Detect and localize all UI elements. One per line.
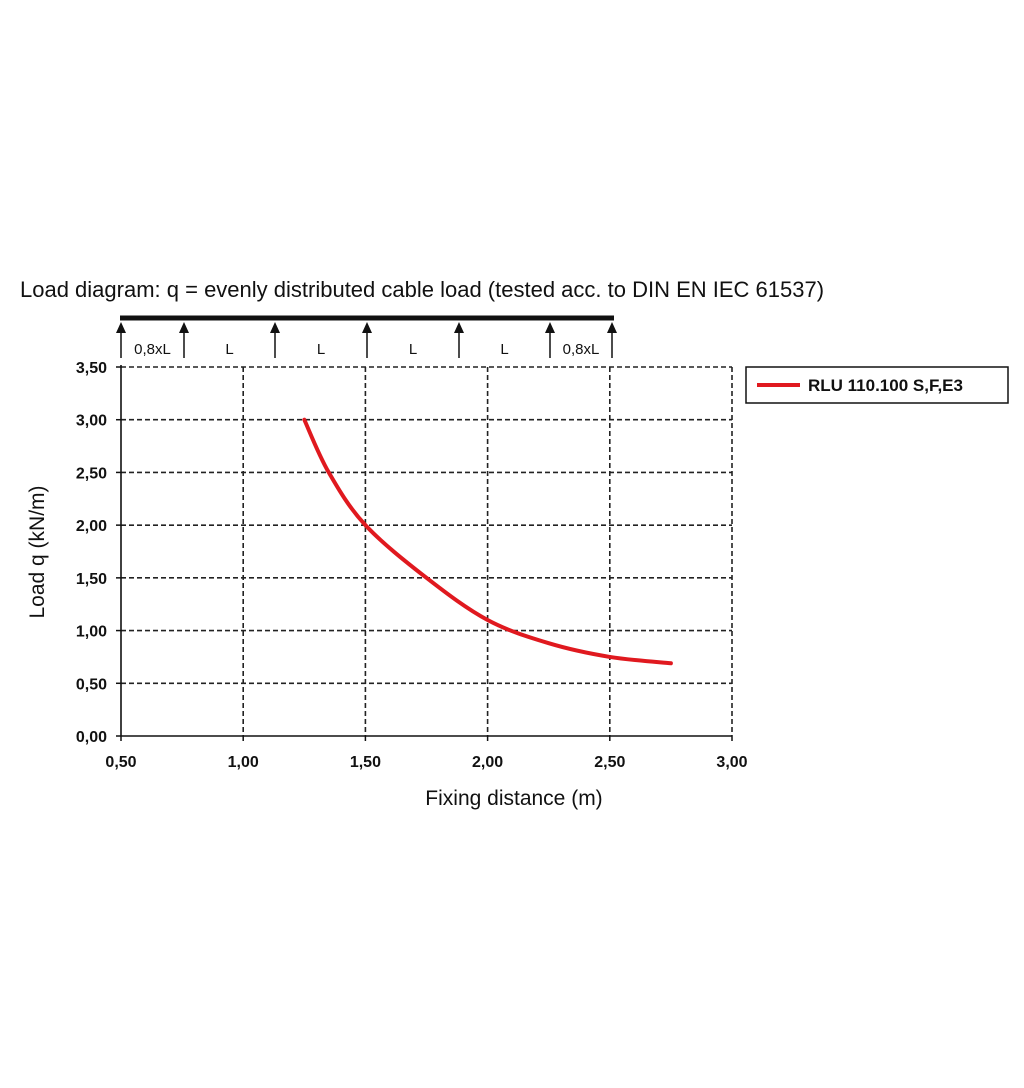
chart-grid [121,366,733,736]
y-tick-label: 0,50 [76,676,107,693]
support-arrow-icon [270,322,280,333]
y-axis-ticks: 0,00 0,50 1,00 1,50 2,00 2,50 3,00 3,50 [76,360,121,746]
y-tick-label: 2,50 [76,465,107,482]
chart-axes [120,365,732,737]
support-arrow-icon [607,322,617,333]
span-label: 0,8xL [134,341,171,358]
span-label: L [409,341,417,358]
support-beam-schematic: 0,8xL L L L L 0,8xL [116,315,617,358]
support-arrow-icon [545,322,555,333]
x-axis-label: Fixing distance (m) [425,787,602,810]
y-tick-label: 3,50 [76,360,107,377]
series-line-rlu-110-100 [302,417,673,666]
x-tick-label: 1,50 [350,754,381,771]
legend-entry: RLU 110.100 S,F,E3 [808,376,963,395]
x-tick-label: 2,50 [594,754,625,771]
y-tick-label: 3,00 [76,413,107,430]
y-tick-label: 2,00 [76,518,107,535]
support-arrow-icon [116,322,126,333]
x-tick-label: 1,00 [228,754,259,771]
x-tick-label: 2,00 [472,754,503,771]
x-axis-ticks: 0,50 1,00 1,50 2,00 2,50 3,00 [105,736,748,771]
span-label: L [500,341,508,358]
chart-legend: RLU 110.100 S,F,E3 [745,366,1009,404]
chart-series [302,417,673,666]
support-arrow-icon [179,322,189,333]
support-arrow-icon [454,322,464,333]
support-arrow-icon [362,322,372,333]
span-label: L [317,341,325,358]
span-label: 0,8xL [563,341,600,358]
y-tick-label: 0,00 [76,729,107,746]
y-axis-label: Load q (kN/m) [26,485,49,618]
x-tick-label: 3,00 [716,754,747,771]
chart-title: Load diagram: q = evenly distributed cab… [20,277,824,302]
span-label: L [225,341,233,358]
y-tick-label: 1,00 [76,624,107,641]
x-tick-label: 0,50 [105,754,136,771]
y-tick-label: 1,50 [76,571,107,588]
